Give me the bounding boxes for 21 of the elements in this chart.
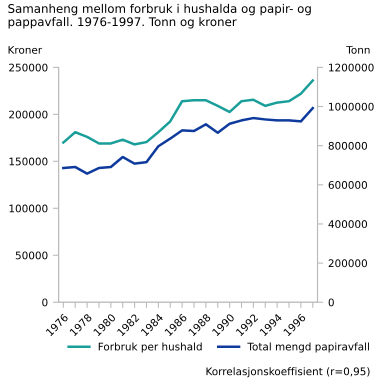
y2-tick-label: 400000 (328, 220, 368, 228)
y-tick-label: 50000 (16, 251, 48, 260)
y2-tick-label: 600000 (328, 181, 368, 189)
y2-axis-title: Tonn (346, 46, 370, 54)
legend-label: Forbruk per hushald (98, 342, 202, 353)
y-tick-label: 100000 (10, 204, 48, 212)
y-tick-label: 250000 (9, 64, 48, 72)
line-series (62, 79, 314, 146)
y-axis-title: Kroner (8, 46, 42, 54)
y2-tick-label: 1200000 (329, 64, 374, 72)
y-tick-label: 200000 (9, 110, 48, 118)
legend-label: Total mengd papiravfall (247, 342, 369, 353)
y2-tick-label: 0 (328, 298, 334, 306)
y2-tick-label: 200000 (328, 259, 368, 268)
y-tick-label: 150000 (10, 158, 48, 166)
y2-tick-label: 800000 (328, 142, 368, 150)
y2-tick-label: 1000000 (329, 102, 374, 111)
text: Korrelasjonskoeffisient (r=0,95) (206, 367, 370, 378)
chart-title: Samanheng mellom forbruk i hushalda og papir- og pappavfall. 1976-1997. Tonn og kroner (8, 4, 311, 28)
y-tick-label: 0 (42, 298, 48, 306)
line-series (62, 106, 314, 175)
